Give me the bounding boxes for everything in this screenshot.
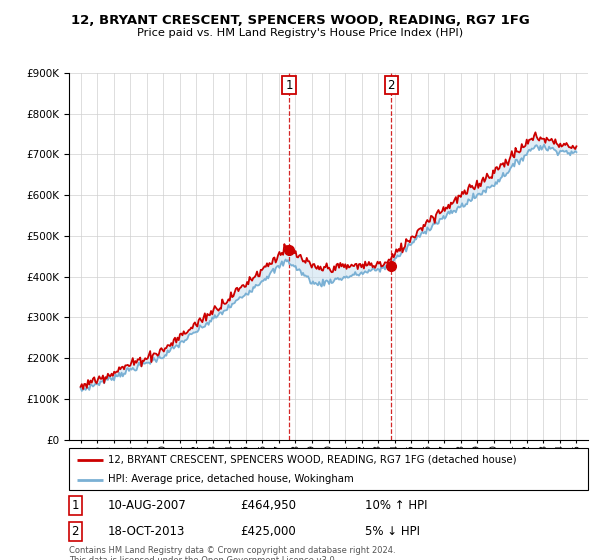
FancyBboxPatch shape [69,448,588,490]
Text: Contains HM Land Registry data © Crown copyright and database right 2024.
This d: Contains HM Land Registry data © Crown c… [69,546,395,560]
Text: Price paid vs. HM Land Registry's House Price Index (HPI): Price paid vs. HM Land Registry's House … [137,28,463,38]
Text: 2: 2 [71,525,79,538]
Text: 2: 2 [388,78,395,91]
Text: £425,000: £425,000 [240,525,296,538]
Text: 5% ↓ HPI: 5% ↓ HPI [365,525,420,538]
Text: £464,950: £464,950 [240,499,296,512]
Text: 1: 1 [71,499,79,512]
Text: 10% ↑ HPI: 10% ↑ HPI [365,499,427,512]
Text: 12, BRYANT CRESCENT, SPENCERS WOOD, READING, RG7 1FG (detached house): 12, BRYANT CRESCENT, SPENCERS WOOD, READ… [108,455,517,465]
Text: 1: 1 [285,78,293,91]
Text: 12, BRYANT CRESCENT, SPENCERS WOOD, READING, RG7 1FG: 12, BRYANT CRESCENT, SPENCERS WOOD, READ… [71,14,529,27]
Text: 10-AUG-2007: 10-AUG-2007 [108,499,187,512]
Text: 18-OCT-2013: 18-OCT-2013 [108,525,185,538]
Text: HPI: Average price, detached house, Wokingham: HPI: Average price, detached house, Woki… [108,474,353,484]
